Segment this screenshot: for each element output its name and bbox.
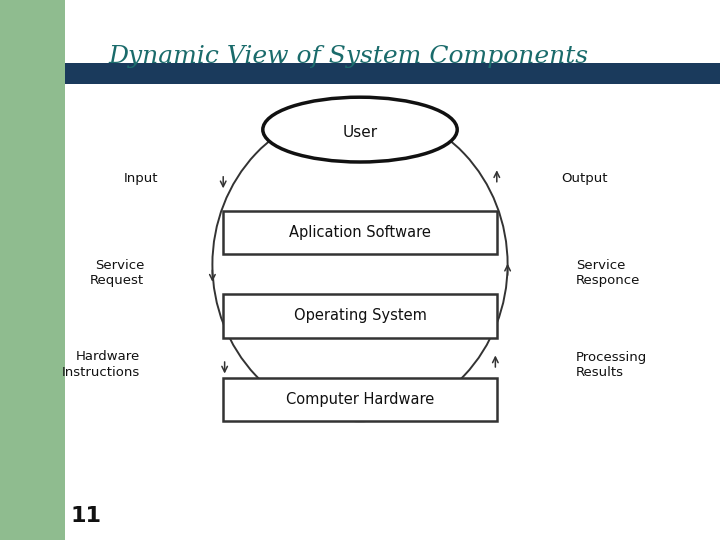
Text: Input: Input [124, 172, 158, 185]
Text: Computer Hardware: Computer Hardware [286, 392, 434, 407]
Bar [223, 378, 497, 421]
Bar [223, 294, 497, 338]
Bar [0, 0, 65, 540]
Text: Processing
Results: Processing Results [576, 350, 647, 379]
Text: 11: 11 [71, 505, 102, 526]
Text: Aplication Software: Aplication Software [289, 225, 431, 240]
Text: User: User [343, 125, 377, 140]
Text: Output: Output [562, 172, 608, 185]
Bar [65, 63, 720, 84]
Bar [223, 211, 497, 254]
Text: Dynamic View of System Components: Dynamic View of System Components [108, 45, 588, 68]
Ellipse shape [263, 97, 457, 162]
Text: Operating System: Operating System [294, 308, 426, 323]
Text: Service
Request: Service Request [90, 259, 144, 287]
Text: Hardware
Instructions: Hardware Instructions [62, 350, 140, 379]
Text: Service
Responce: Service Responce [576, 259, 640, 287]
